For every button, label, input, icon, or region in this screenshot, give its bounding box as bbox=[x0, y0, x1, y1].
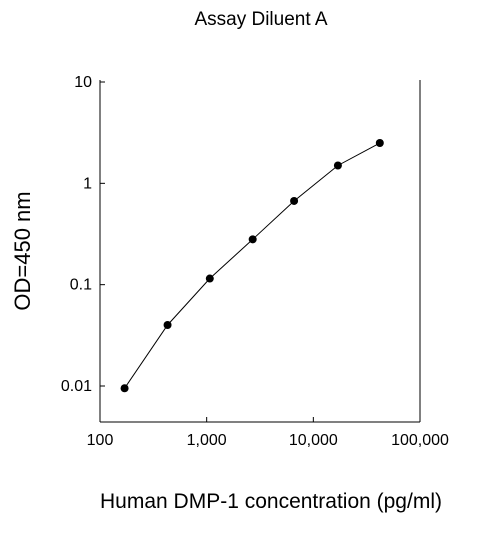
data-point bbox=[375, 139, 384, 148]
x-tick-label: 10,000 bbox=[289, 432, 338, 449]
y-tick-label: 0.1 bbox=[70, 277, 92, 294]
data-point bbox=[290, 196, 299, 205]
y-tick-label: 10 bbox=[74, 74, 92, 91]
x-axis-label: Human DMP-1 concentration (pg/ml) bbox=[100, 490, 442, 513]
y-tick-label: 1 bbox=[83, 175, 92, 192]
series-line bbox=[124, 142, 381, 389]
data-point bbox=[120, 384, 129, 393]
data-point bbox=[333, 161, 342, 170]
series-points bbox=[120, 139, 384, 393]
y-tick-label: 0.01 bbox=[61, 378, 92, 395]
x-axis-ticks: 100 1,000 10,000 100,000 bbox=[87, 417, 449, 449]
y-axis-label: OD=450 nm bbox=[10, 191, 35, 310]
x-tick-label: 100,000 bbox=[391, 432, 449, 449]
data-point bbox=[248, 235, 257, 244]
chart-title: Assay Diluent A bbox=[194, 9, 327, 30]
x-tick-label: 100 bbox=[87, 432, 114, 449]
y-axis-ticks: 10 1 0.1 0.01 bbox=[61, 74, 105, 395]
data-point bbox=[163, 320, 172, 329]
x-tick-label: 1,000 bbox=[187, 432, 227, 449]
data-point bbox=[205, 274, 214, 283]
